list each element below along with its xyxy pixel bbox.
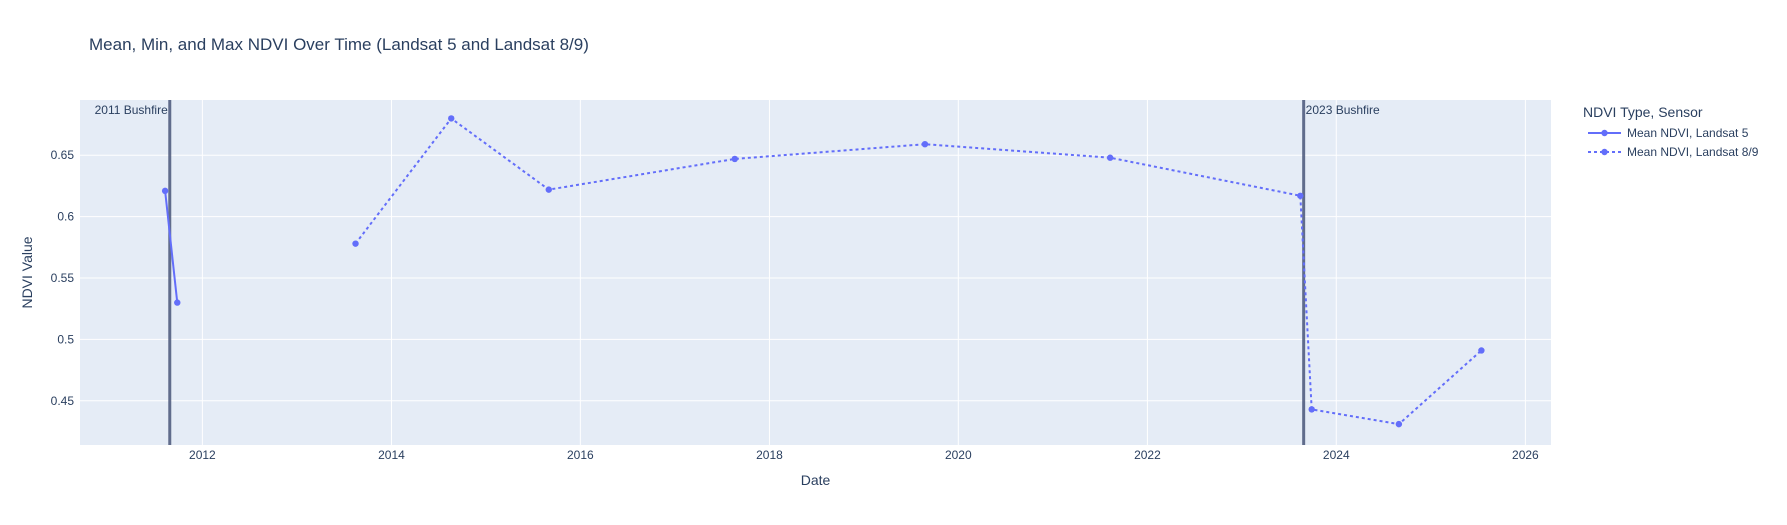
x-axis-ticks: 2012 2014 2016 2018 2020 2022 2024 2026 <box>189 448 1539 462</box>
legend-swatch-marker <box>1601 148 1608 156</box>
plot-area <box>80 100 1551 445</box>
legend-items: Mean NDVI, Landsat 5 Mean NDVI, Landsat 8… <box>1588 126 1759 159</box>
legend-item[interactable]: Mean NDVI, Landsat 8/9 <box>1588 145 1759 159</box>
data-point[interactable] <box>731 155 738 163</box>
grid-lines <box>80 100 1551 445</box>
series-layer <box>161 115 1485 428</box>
data-point[interactable] <box>1106 154 1114 161</box>
legend-item[interactable]: Mean NDVI, Landsat 5 <box>1588 126 1749 140</box>
y-axis-label: NDVI Value <box>19 236 35 308</box>
y-tick-label: 0.6 <box>57 210 74 224</box>
legend-label: Mean NDVI, Landsat 8/9 <box>1627 145 1759 159</box>
series-line <box>354 117 1483 426</box>
y-axis-ticks: 0.45 0.5 0.55 0.6 0.65 <box>51 148 75 408</box>
x-tick-label: 2012 <box>189 448 216 462</box>
legend-label: Mean NDVI, Landsat 5 <box>1627 126 1749 140</box>
y-tick-label: 0.55 <box>51 271 75 285</box>
data-point[interactable] <box>174 299 181 306</box>
y-tick-label: 0.65 <box>51 148 75 162</box>
data-point[interactable] <box>1395 420 1403 428</box>
data-point[interactable] <box>545 186 552 193</box>
x-tick-label: 2018 <box>756 448 783 462</box>
x-tick-label: 2016 <box>567 448 594 462</box>
data-point[interactable] <box>161 187 169 195</box>
event-annotation: 2023 Bushfire <box>1306 103 1380 117</box>
event-lines: 2011 Bushfire 2023 Bushfire <box>95 100 1380 445</box>
data-point[interactable] <box>921 140 929 148</box>
x-tick-label: 2022 <box>1134 448 1161 462</box>
chart-title: Mean, Min, and Max NDVI Over Time (Lands… <box>89 35 589 54</box>
series-line <box>164 190 179 303</box>
data-point[interactable] <box>1297 192 1304 199</box>
y-tick-label: 0.45 <box>51 394 75 408</box>
legend[interactable]: NDVI Type, Sensor Mean NDVI, Landsat 5Me… <box>1583 104 1759 159</box>
event-annotation: 2011 Bushfire <box>95 103 168 117</box>
legend-swatch-marker <box>1601 129 1608 137</box>
x-tick-label: 2014 <box>378 448 405 462</box>
data-point[interactable] <box>1308 406 1315 413</box>
legend-title: NDVI Type, Sensor <box>1583 104 1703 120</box>
data-point[interactable] <box>448 115 455 122</box>
x-axis-label: Date <box>801 472 831 488</box>
x-tick-label: 2020 <box>945 448 972 462</box>
x-tick-label: 2024 <box>1323 448 1350 462</box>
y-tick-label: 0.5 <box>57 332 74 346</box>
data-point[interactable] <box>352 240 359 247</box>
x-tick-label: 2026 <box>1512 448 1539 462</box>
data-point[interactable] <box>1478 347 1485 354</box>
